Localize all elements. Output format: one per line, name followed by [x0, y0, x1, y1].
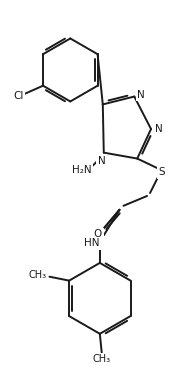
Text: Cl: Cl	[13, 91, 24, 101]
Text: N: N	[137, 89, 145, 99]
Text: HN: HN	[84, 238, 100, 248]
Text: CH₃: CH₃	[28, 270, 47, 280]
Text: N: N	[155, 124, 163, 134]
Text: CH₃: CH₃	[93, 354, 111, 365]
Text: H₂N: H₂N	[72, 165, 92, 175]
Text: S: S	[159, 167, 165, 177]
Text: O: O	[94, 229, 102, 239]
Text: N: N	[98, 156, 106, 166]
